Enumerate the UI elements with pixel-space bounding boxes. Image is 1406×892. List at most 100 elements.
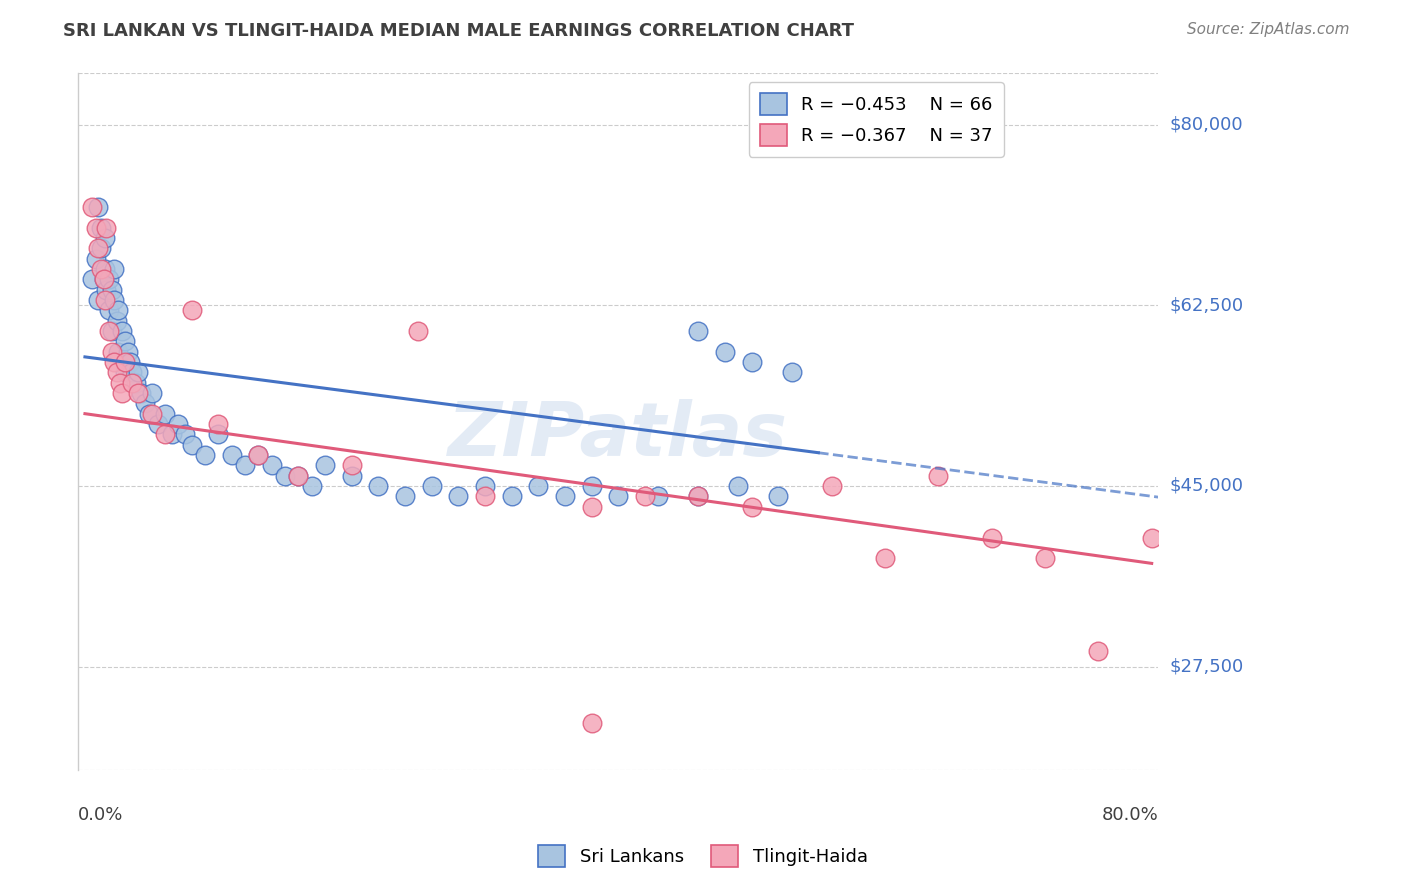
Point bbox=[96, 220, 118, 235]
Point bbox=[780, 365, 803, 379]
Point bbox=[129, 386, 152, 401]
Legend: Sri Lankans, Tlingit-Haida: Sri Lankans, Tlingit-Haida bbox=[531, 838, 875, 874]
Point bbox=[1087, 644, 1109, 658]
Point bbox=[87, 200, 110, 214]
Point bbox=[114, 355, 136, 369]
Point bbox=[554, 489, 576, 503]
Point bbox=[607, 489, 630, 503]
Point bbox=[408, 324, 430, 338]
Point bbox=[127, 365, 149, 379]
Point bbox=[127, 386, 149, 401]
Point bbox=[100, 324, 122, 338]
Text: 0.0%: 0.0% bbox=[79, 806, 124, 824]
Point bbox=[207, 417, 229, 431]
Point bbox=[340, 468, 363, 483]
Point bbox=[80, 200, 103, 214]
Point bbox=[97, 303, 120, 318]
Point bbox=[301, 479, 323, 493]
Text: ZIPatlas: ZIPatlas bbox=[449, 399, 789, 472]
Point bbox=[1033, 551, 1056, 566]
Point bbox=[873, 551, 896, 566]
Point bbox=[94, 231, 117, 245]
Point bbox=[233, 458, 256, 473]
Point bbox=[103, 355, 125, 369]
Point bbox=[87, 293, 110, 307]
Point bbox=[581, 500, 603, 514]
Point bbox=[927, 468, 949, 483]
Point bbox=[474, 479, 496, 493]
Point bbox=[90, 220, 112, 235]
Point bbox=[107, 303, 129, 318]
Text: $45,000: $45,000 bbox=[1168, 477, 1243, 495]
Point bbox=[134, 396, 156, 410]
Point bbox=[980, 531, 1002, 545]
Point bbox=[447, 489, 470, 503]
Point bbox=[148, 417, 170, 431]
Point bbox=[647, 489, 669, 503]
Point bbox=[768, 489, 790, 503]
Point bbox=[100, 283, 122, 297]
Point bbox=[84, 220, 107, 235]
Point bbox=[688, 324, 710, 338]
Point bbox=[688, 489, 710, 503]
Point bbox=[501, 489, 523, 503]
Point bbox=[94, 293, 117, 307]
Point bbox=[1140, 531, 1163, 545]
Point bbox=[474, 489, 496, 503]
Point bbox=[160, 427, 183, 442]
Point bbox=[97, 272, 120, 286]
Point bbox=[688, 489, 710, 503]
Point bbox=[105, 365, 128, 379]
Point bbox=[221, 448, 243, 462]
Point bbox=[367, 479, 389, 493]
Point bbox=[90, 262, 112, 277]
Point bbox=[260, 458, 283, 473]
Point bbox=[96, 283, 118, 297]
Point bbox=[634, 489, 657, 503]
Text: $80,000: $80,000 bbox=[1168, 116, 1243, 134]
Point bbox=[138, 407, 160, 421]
Point bbox=[93, 272, 115, 286]
Point bbox=[581, 479, 603, 493]
Point bbox=[80, 272, 103, 286]
Point bbox=[247, 448, 270, 462]
Point bbox=[111, 324, 134, 338]
Point bbox=[124, 376, 146, 390]
Point bbox=[87, 242, 110, 256]
Point bbox=[287, 468, 309, 483]
Text: SRI LANKAN VS TLINGIT-HAIDA MEDIAN MALE EARNINGS CORRELATION CHART: SRI LANKAN VS TLINGIT-HAIDA MEDIAN MALE … bbox=[63, 22, 855, 40]
Point bbox=[93, 272, 115, 286]
Point bbox=[194, 448, 217, 462]
Point bbox=[107, 344, 129, 359]
Point bbox=[153, 427, 176, 442]
Point bbox=[84, 252, 107, 266]
Point bbox=[100, 344, 122, 359]
Point bbox=[727, 479, 749, 493]
Point bbox=[117, 344, 139, 359]
Point bbox=[103, 262, 125, 277]
Point bbox=[114, 334, 136, 349]
Legend: R = −0.453    N = 66, R = −0.367    N = 37: R = −0.453 N = 66, R = −0.367 N = 37 bbox=[749, 82, 1004, 157]
Point bbox=[153, 407, 176, 421]
Point bbox=[287, 468, 309, 483]
Point bbox=[340, 458, 363, 473]
Point bbox=[111, 386, 134, 401]
Point bbox=[741, 500, 763, 514]
Point bbox=[121, 365, 143, 379]
Point bbox=[207, 427, 229, 442]
Point bbox=[247, 448, 270, 462]
Point bbox=[741, 355, 763, 369]
Point bbox=[180, 437, 202, 451]
Text: Source: ZipAtlas.com: Source: ZipAtlas.com bbox=[1187, 22, 1350, 37]
Point bbox=[141, 407, 163, 421]
Point bbox=[103, 293, 125, 307]
Point bbox=[105, 314, 128, 328]
Point bbox=[121, 376, 143, 390]
Point bbox=[120, 355, 142, 369]
Point bbox=[167, 417, 190, 431]
Point bbox=[141, 386, 163, 401]
Text: $27,500: $27,500 bbox=[1168, 657, 1243, 675]
Point bbox=[714, 344, 737, 359]
Point bbox=[581, 716, 603, 731]
Point bbox=[108, 376, 131, 390]
